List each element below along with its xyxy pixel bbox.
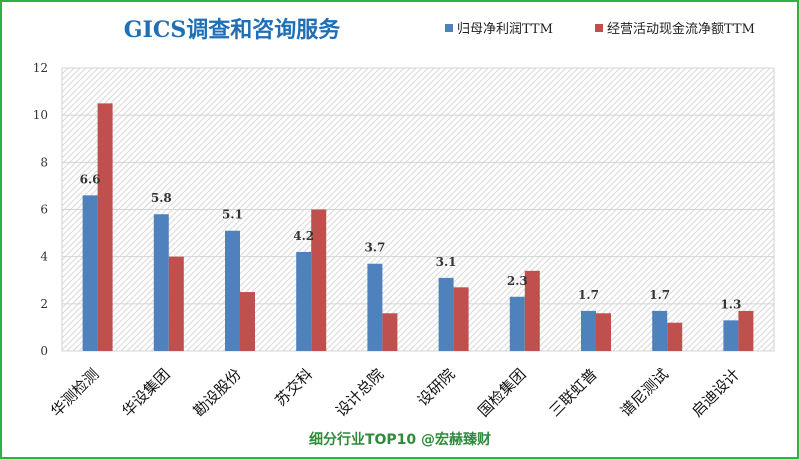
legend: 归母净利润TTM 经营活动现金流净额TTM (445, 21, 755, 37)
bar-cash-flow (311, 209, 327, 351)
bar-net-profit (225, 230, 240, 351)
bar-cash-flow (453, 287, 469, 351)
x-category-label: 启迪设计 (688, 365, 743, 420)
bar-net-profit (296, 251, 312, 351)
x-category-label: 苏交科 (271, 365, 316, 410)
data-label: 3.1 (436, 255, 457, 269)
bar-net-profit (509, 296, 525, 351)
legend-swatch (445, 24, 453, 32)
data-label: 5.8 (151, 191, 172, 205)
bar-cash-flow (667, 322, 683, 351)
x-category-label: 谱尼测试 (617, 365, 672, 420)
x-category-label: 华测检测 (47, 365, 102, 420)
x-category-label: 三联虹普 (546, 365, 601, 420)
y-axis-ticks: 0 2 4 6 8 10 12 (33, 61, 49, 358)
x-category-label: 华设集团 (118, 365, 173, 420)
footer-watermark: 细分行业TOP10 @宏赫臻财 (309, 431, 491, 448)
chart-title: GICS调查和咨询服务 (124, 17, 341, 43)
bar-net-profit (82, 195, 98, 351)
data-label: 2.3 (507, 274, 528, 288)
y-tick-label: 6 (40, 203, 48, 217)
x-category-label: 勘设股份 (190, 365, 245, 420)
bar-net-profit (153, 214, 169, 351)
bar-cash-flow (382, 313, 398, 351)
bar-cash-flow (240, 292, 255, 351)
bar-cash-flow (168, 256, 184, 351)
bar-net-profit (652, 310, 668, 351)
bar-net-profit (723, 320, 739, 351)
legend-label: 归母净利润TTM (457, 22, 553, 37)
y-tick-label: 10 (33, 108, 48, 122)
bar-cash-flow (524, 270, 540, 351)
legend-swatch (595, 24, 603, 32)
data-label: 4.2 (293, 229, 314, 243)
x-category-label: 设计总院 (332, 365, 387, 420)
y-tick-label: 4 (40, 250, 48, 264)
data-labels: 6.6 5.8 5.1 4.2 3.7 3.1 2.3 1.7 1.7 1.3 (80, 172, 742, 311)
data-label: 3.7 (364, 241, 385, 255)
bar-cash-flow (596, 313, 611, 351)
data-label: 1.7 (649, 288, 670, 302)
data-label: 5.1 (222, 208, 243, 222)
data-label: 1.7 (578, 288, 599, 302)
bar-cash-flow (738, 310, 754, 351)
bar-net-profit (367, 263, 383, 351)
x-category-label: 国检集团 (474, 365, 529, 420)
bar-cash-flow (97, 103, 113, 351)
y-tick-label: 2 (40, 297, 48, 311)
y-tick-label: 12 (33, 61, 48, 75)
data-label: 6.6 (80, 172, 101, 186)
legend-label: 经营活动现金流净额TTM (607, 21, 755, 37)
y-tick-label: 0 (40, 344, 48, 358)
x-axis-categories: 华测检测 华设集团 勘设股份 苏交科 设计总院 设研院 国检集团 三联虹普 谱尼测试 启迪设计 (47, 365, 743, 420)
bars (82, 103, 754, 351)
x-category-label: 设研院 (414, 365, 459, 410)
bar-net-profit (581, 310, 596, 351)
y-tick-label: 8 (40, 155, 48, 169)
data-label: 1.3 (720, 297, 741, 311)
bar-net-profit (438, 277, 454, 351)
